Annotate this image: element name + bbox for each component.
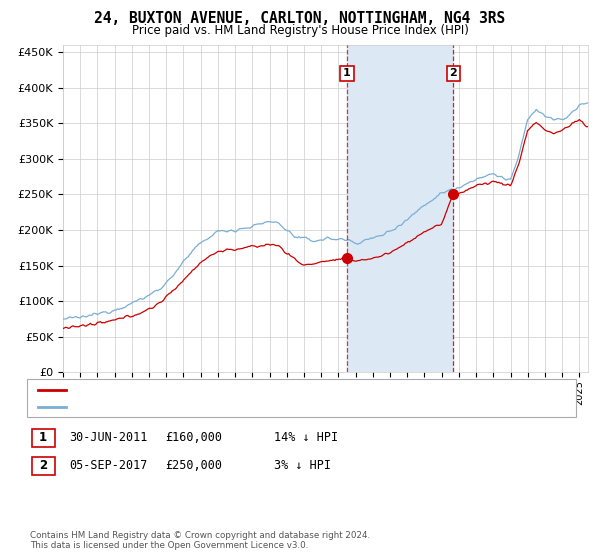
Text: 30-JUN-2011: 30-JUN-2011 xyxy=(70,431,148,445)
Text: 24, BUXTON AVENUE, CARLTON, NOTTINGHAM, NG4 3RS (detached house): 24, BUXTON AVENUE, CARLTON, NOTTINGHAM, … xyxy=(73,385,462,395)
Text: 2: 2 xyxy=(449,68,457,78)
Text: 2: 2 xyxy=(39,459,47,473)
Text: Price paid vs. HM Land Registry's House Price Index (HPI): Price paid vs. HM Land Registry's House … xyxy=(131,24,469,36)
Text: 1: 1 xyxy=(343,68,351,78)
Text: This data is licensed under the Open Government Licence v3.0.: This data is licensed under the Open Gov… xyxy=(30,541,308,550)
Text: Contains HM Land Registry data © Crown copyright and database right 2024.: Contains HM Land Registry data © Crown c… xyxy=(30,531,370,540)
Bar xyxy=(347,45,453,372)
Text: £250,000: £250,000 xyxy=(166,459,223,473)
Text: 24, BUXTON AVENUE, CARLTON, NOTTINGHAM, NG4 3RS: 24, BUXTON AVENUE, CARLTON, NOTTINGHAM, … xyxy=(94,11,506,26)
Text: £160,000: £160,000 xyxy=(166,431,223,445)
Text: 1: 1 xyxy=(39,431,47,445)
Text: 05-SEP-2017: 05-SEP-2017 xyxy=(70,459,148,473)
Text: HPI: Average price, detached house, Gedling: HPI: Average price, detached house, Gedl… xyxy=(73,402,307,412)
Text: 3% ↓ HPI: 3% ↓ HPI xyxy=(274,459,331,473)
Text: 14% ↓ HPI: 14% ↓ HPI xyxy=(274,431,338,445)
